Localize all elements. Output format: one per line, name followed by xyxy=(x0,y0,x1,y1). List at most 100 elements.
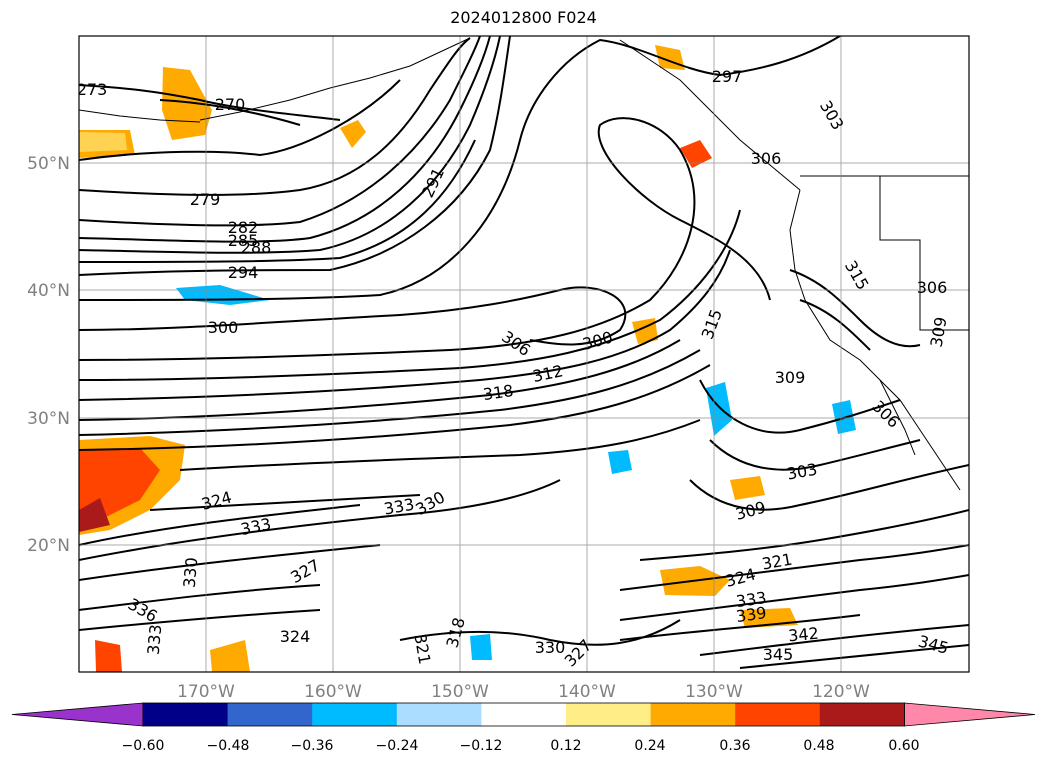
border-us-states xyxy=(879,176,969,331)
shade-blob-10 xyxy=(210,640,250,672)
colorbar-segment xyxy=(312,703,398,726)
colorbar-tick-label: 0.12 xyxy=(550,738,581,754)
lon-tick-label: 120°W xyxy=(812,682,870,702)
shade-blob-2 xyxy=(680,140,712,168)
plot-frame xyxy=(78,35,970,673)
coast-pnw xyxy=(619,39,801,191)
lon-tick-label: 160°W xyxy=(304,682,362,702)
colorbar-frame xyxy=(142,702,905,727)
colorbar-segment xyxy=(481,703,567,726)
graticule xyxy=(79,36,969,672)
contours xyxy=(79,36,969,669)
contour-label: 279 xyxy=(190,190,221,209)
colorbar-segment xyxy=(735,703,821,726)
colorbar-extend-low xyxy=(11,702,144,727)
contour-270 xyxy=(159,99,301,126)
shade-blob-6 xyxy=(608,450,632,474)
contour-291 xyxy=(79,139,476,263)
contour-label: 306 xyxy=(751,149,782,168)
lat-tick-label: 20°N xyxy=(27,536,70,556)
contour-label: 306 xyxy=(917,278,948,297)
contour-inland xyxy=(789,269,921,348)
contour-282 xyxy=(79,36,481,227)
contour-label: 288 xyxy=(241,238,272,257)
contour-east-333 xyxy=(619,574,969,621)
contour-east-309 xyxy=(699,379,901,434)
contour-label: 333 xyxy=(735,588,768,611)
colorbar-tick-label: 0.36 xyxy=(719,738,750,754)
contour-321 xyxy=(179,419,701,471)
contour-label: 282 xyxy=(228,218,259,237)
contour-315 xyxy=(79,349,701,436)
shade-blob-9 xyxy=(95,640,122,672)
contour-labels: 273 270 279 282 285 288 294 300 291 297 … xyxy=(77,67,951,671)
colorbar-segment xyxy=(143,703,229,726)
contour-333 xyxy=(79,504,361,546)
colorbar-ticks: −0.60 −0.48 −0.36 −0.24 −0.12 0.12 0.24 … xyxy=(122,738,920,754)
contour-label: 342 xyxy=(787,624,819,646)
lon-axis: 170°W 160°W 150°W 140°W 130°W 120°W xyxy=(177,682,870,702)
colorbar-segment xyxy=(566,703,652,726)
coast-aleutians xyxy=(79,109,201,123)
shade-blob-11 xyxy=(470,634,492,660)
contour-312 xyxy=(79,339,681,421)
contour-east-345 xyxy=(739,644,969,669)
contour-273 xyxy=(79,84,341,121)
contour-303 xyxy=(79,117,771,361)
lon-tick-label: 170°W xyxy=(177,682,235,702)
colorbar-extend-high xyxy=(904,702,1036,727)
contour-279 xyxy=(79,37,471,196)
contour-label: 273 xyxy=(77,80,108,99)
contour-label: 309 xyxy=(775,368,806,387)
colorbar-tick-label: −0.12 xyxy=(460,738,503,754)
colorbar-tick-label: −0.36 xyxy=(291,738,334,754)
colorbar-segment xyxy=(396,703,482,726)
contour-288 xyxy=(79,36,501,254)
map-title: 2024012800 F024 xyxy=(450,8,597,27)
contour-inland-2 xyxy=(799,299,871,351)
colorbar-tick-label: −0.60 xyxy=(122,738,165,754)
lat-tick-label: 40°N xyxy=(27,281,70,301)
colorbar-tick-label: 0.24 xyxy=(634,738,665,754)
plot-area xyxy=(79,36,969,672)
contour-south-330 xyxy=(399,619,681,646)
contour-297 xyxy=(79,36,841,301)
shade-blob-4 xyxy=(706,382,732,436)
contour-285 xyxy=(79,36,491,243)
shade-blob-1 xyxy=(340,120,366,148)
contour-label: 333 xyxy=(144,623,166,655)
contour-east-342 xyxy=(699,624,969,656)
contour-east-309b xyxy=(689,464,969,511)
shade-nw-edge xyxy=(79,132,127,152)
contour-339 xyxy=(79,609,321,631)
lon-tick-label: 130°W xyxy=(685,682,743,702)
contour-east-321 xyxy=(639,509,969,561)
lon-tick-label: 140°W xyxy=(558,682,616,702)
lat-tick-label: 30°N xyxy=(27,409,70,429)
coast-alaska xyxy=(199,37,471,121)
coast-westcoast xyxy=(789,189,961,491)
contour-300 xyxy=(79,286,627,346)
contour-label: 330 xyxy=(180,556,202,588)
colorbar xyxy=(11,702,1036,727)
contour-label: 270 xyxy=(215,95,246,114)
contour-label: 294 xyxy=(228,263,259,282)
colorbar-segment xyxy=(650,703,736,726)
contour-label: 330 xyxy=(535,638,566,657)
contour-324 xyxy=(149,494,421,511)
lat-tick-label: 50°N xyxy=(27,154,70,174)
contour-318 xyxy=(79,364,711,451)
contour-294 xyxy=(79,36,511,276)
contour-label: 318 xyxy=(482,381,515,404)
contour-label: 324 xyxy=(280,627,311,646)
shade-west-max xyxy=(79,498,110,532)
contour-label: 285 xyxy=(228,231,259,250)
contour-label: 345 xyxy=(763,645,794,664)
colorbar-tick-label: −0.24 xyxy=(376,738,419,754)
contour-east-324 xyxy=(619,544,969,591)
contour-label: 339 xyxy=(735,603,768,626)
contour-label: 300 xyxy=(208,318,239,337)
colorbar-segment xyxy=(819,703,905,726)
contour-label: 297 xyxy=(712,67,743,86)
